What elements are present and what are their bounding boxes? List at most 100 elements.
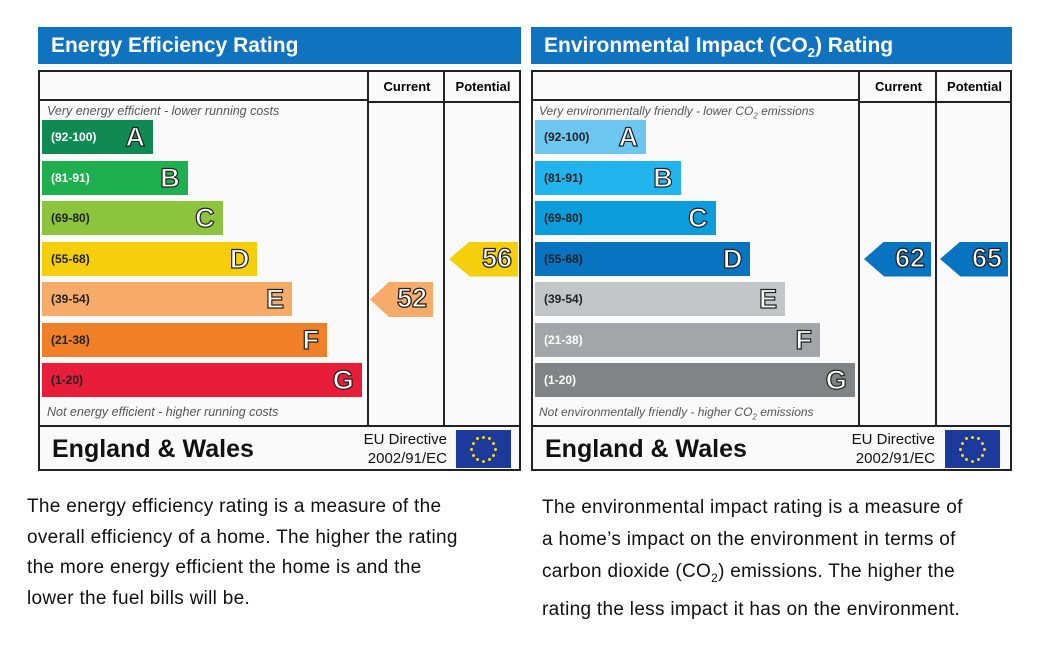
desc-line: carbon dioxide (CO2) emissions. The high… xyxy=(542,556,963,594)
region-label: England & Wales xyxy=(52,435,254,463)
band-c: (69-80) C xyxy=(535,201,716,235)
title-part: ) Rating xyxy=(814,34,894,57)
band-letter: F xyxy=(302,324,320,355)
rating-table: Very energy efficient - lower running co… xyxy=(38,70,521,471)
star-icon xyxy=(492,441,496,445)
band-letter: E xyxy=(759,283,778,314)
band-range: (81-91) xyxy=(544,170,583,185)
star-icon xyxy=(492,453,496,457)
eu-flag-icon xyxy=(945,430,1000,468)
band-letter: G xyxy=(825,364,847,395)
band-g: (1-20) G xyxy=(42,363,362,397)
star-icon xyxy=(476,437,479,441)
band-letter: A xyxy=(125,121,146,152)
band-letter: A xyxy=(618,121,639,152)
desc-line: overall efficiency of a home. The higher… xyxy=(27,526,458,548)
current-rating-value: 52 xyxy=(396,282,427,313)
star-icon xyxy=(476,457,479,461)
band-range: (1-20) xyxy=(51,373,84,387)
current-header: Current xyxy=(369,72,445,103)
desc-line: rating the less impact it has on the env… xyxy=(542,598,961,620)
current-column: Current xyxy=(367,72,445,425)
environmental-description: The environmental impact rating is a mea… xyxy=(542,492,963,626)
current-rating-value: 62 xyxy=(894,242,925,273)
desc-sub: 2 xyxy=(711,570,719,585)
desc-line: the more energy efficient the home is an… xyxy=(27,557,422,578)
star-icon xyxy=(971,435,974,439)
desc-part: ) emissions. The higher the xyxy=(718,561,955,582)
desc-part: carbon dioxide (CO xyxy=(542,561,712,582)
energy-efficiency-panel: Energy Efficiency Rating Very energy eff… xyxy=(38,27,521,472)
band-range: (55-68) xyxy=(544,251,583,266)
band-range: (55-68) xyxy=(51,251,90,266)
star-icon xyxy=(965,437,968,441)
band-range: (39-54) xyxy=(544,292,583,306)
top-note: Very environmentally friendly - lower CO… xyxy=(539,104,815,121)
desc-line: lower the fuel bills will be. xyxy=(27,587,251,609)
band-g: (1-20) G xyxy=(535,363,855,397)
band-letter: F xyxy=(795,324,813,355)
eu-line1: EU Directive xyxy=(363,431,447,448)
eu-directive: EU Directive 2002/91/EC xyxy=(852,430,935,468)
star-icon xyxy=(981,441,985,445)
note-part: Not environmentally friendly - higher CO xyxy=(539,405,753,419)
title-part: Environmental Impact (CO xyxy=(544,34,808,57)
star-icon xyxy=(960,453,964,457)
band-b: (81-91) B xyxy=(535,160,681,195)
eu-directive: EU Directive 2002/91/EC xyxy=(364,430,447,468)
potential-header: Potential xyxy=(937,72,1012,103)
band-d: (55-68) D xyxy=(42,241,258,276)
bottom-note: Not energy efficient - higher running co… xyxy=(47,405,279,419)
band-e: (39-54) E xyxy=(535,282,786,316)
bottom-note: Not environmentally friendly - higher CO… xyxy=(539,405,814,422)
star-icon xyxy=(971,459,974,463)
eu-flag-icon xyxy=(456,430,511,468)
band-range: (69-80) xyxy=(51,211,90,225)
band-range: (1-20) xyxy=(544,373,577,387)
band-range: (92-100) xyxy=(51,130,97,144)
title-sub: 2 xyxy=(807,45,815,61)
band-a: (92-100) A xyxy=(42,120,153,154)
star-icon xyxy=(977,437,980,441)
potential-rating-value: 65 xyxy=(971,242,1002,273)
band-range: (92-100) xyxy=(544,130,590,144)
desc-line: The environmental impact rating is a mea… xyxy=(542,497,963,518)
potential-rating-value: 56 xyxy=(481,242,512,273)
band-letter: B xyxy=(160,162,181,193)
current-column: Current xyxy=(858,72,937,425)
note-part: emissions xyxy=(756,405,814,419)
star-icon xyxy=(470,447,473,451)
footer: England & Wales EU Directive 2002/91/EC xyxy=(533,425,1010,469)
panel-title: Energy Efficiency Rating xyxy=(38,27,521,64)
band-a: (92-100) A xyxy=(535,120,646,154)
top-note: Very energy efficient - lower running co… xyxy=(47,104,280,118)
band-letter: D xyxy=(722,243,743,274)
band-d: (55-68) D xyxy=(535,241,751,276)
star-icon xyxy=(981,453,985,457)
desc-line: The energy efficiency rating is a measur… xyxy=(27,496,442,517)
band-letter: D xyxy=(229,243,250,274)
potential-column: Potential xyxy=(935,72,1012,425)
band-f: (21-38) F xyxy=(535,322,820,357)
band-letter: C xyxy=(195,202,216,233)
band-letter: E xyxy=(266,283,285,314)
star-icon xyxy=(983,447,986,451)
environmental-impact-panel: Environmental Impact (CO2) Rating Very e… xyxy=(531,27,1012,472)
band-letter: G xyxy=(332,364,354,395)
star-icon xyxy=(960,441,964,445)
band-range: (21-38) xyxy=(51,332,90,347)
star-icon xyxy=(471,453,475,457)
band-range: (81-91) xyxy=(51,170,90,185)
note-part: emissions xyxy=(757,104,815,118)
band-range: (39-54) xyxy=(51,292,90,306)
star-icon xyxy=(959,447,962,451)
star-icon xyxy=(488,457,491,461)
star-icon xyxy=(471,441,475,445)
header-divider xyxy=(40,99,369,101)
footer: England & Wales EU Directive 2002/91/EC xyxy=(40,425,519,469)
star-icon xyxy=(977,457,980,461)
band-range: (69-80) xyxy=(544,211,583,225)
desc-line: a home’s impact on the environment in te… xyxy=(542,529,956,550)
potential-column: Potential xyxy=(443,72,521,425)
star-icon xyxy=(488,437,491,441)
